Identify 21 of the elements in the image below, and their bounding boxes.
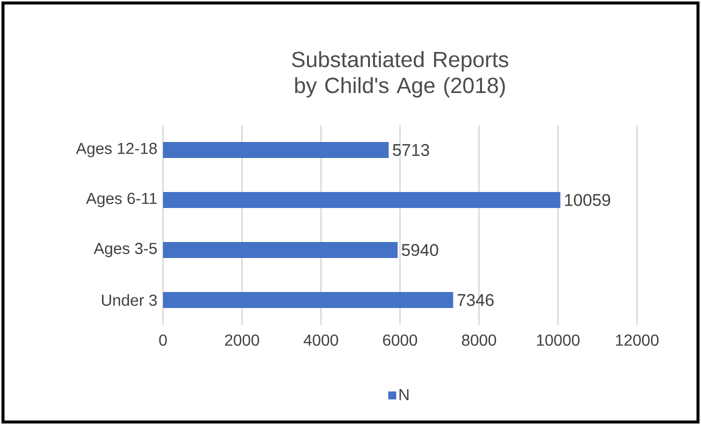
y-tick-label: Ages 6-11: [86, 192, 157, 208]
legend-label: N: [400, 389, 408, 400]
bar: [163, 142, 389, 158]
x-tick-label: 8000: [462, 334, 496, 346]
x-tick-label: 0: [159, 334, 167, 346]
bar: [163, 242, 398, 258]
y-tick-label: Ages 3-5: [94, 242, 157, 258]
data-label: 10059: [565, 194, 610, 206]
x-tick-label: 10000: [537, 334, 580, 346]
y-tick-label: Ages 12-18: [76, 142, 157, 158]
bar: [163, 292, 454, 308]
x-tick-label: 2000: [225, 334, 260, 346]
data-label: 5940: [402, 244, 438, 256]
x-tick-label: 12000: [616, 334, 659, 346]
x-tick-label: 4000: [304, 334, 338, 346]
y-tick-label: Under 3: [102, 294, 157, 306]
x-tick-label: 6000: [383, 334, 418, 346]
data-label: 7346: [458, 294, 494, 306]
bar: [163, 192, 560, 208]
chart-title: Substantiated Reports by Child's Age (2018): [292, 51, 508, 98]
data-label: 5713: [392, 144, 430, 156]
